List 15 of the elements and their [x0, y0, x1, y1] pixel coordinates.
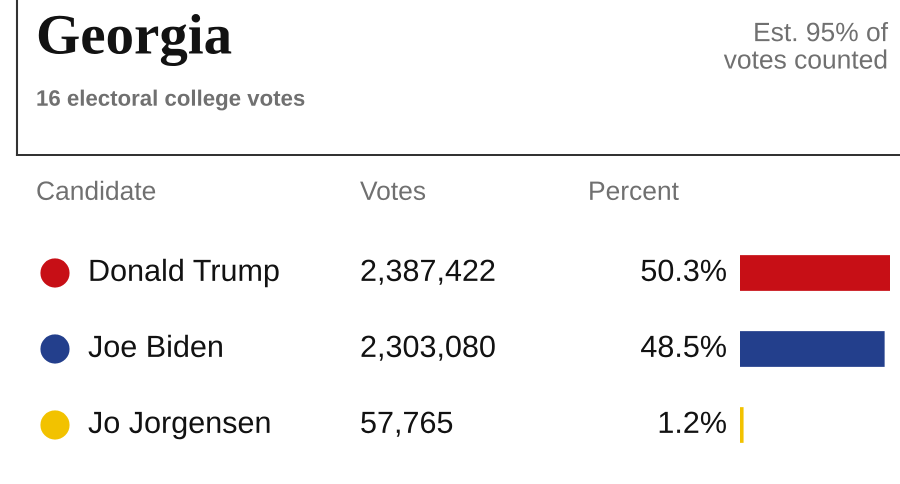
text: 2,303,080 — [362, 336, 495, 361]
text: 2,387,422 — [362, 260, 494, 285]
y-tick-label: Donald Trump — [90, 258, 279, 288]
text: Percent — [590, 182, 679, 200]
y-tick-label: Jo Jorgensen — [88, 412, 270, 440]
data-label: 1.2% — [660, 412, 726, 434]
text: Est. 95% of votes counted — [724, 22, 888, 69]
data-label: 50.3% — [642, 260, 726, 282]
data-label: 48.5% — [641, 336, 726, 358]
text: Votes — [360, 182, 426, 200]
text: Georgia — [38, 14, 232, 66]
text: 16 electoral college votes — [37, 90, 304, 110]
text: 57,765 — [361, 412, 452, 437]
y-tick-label: Joe Biden — [88, 334, 222, 358]
text: Candidate — [37, 180, 156, 200]
